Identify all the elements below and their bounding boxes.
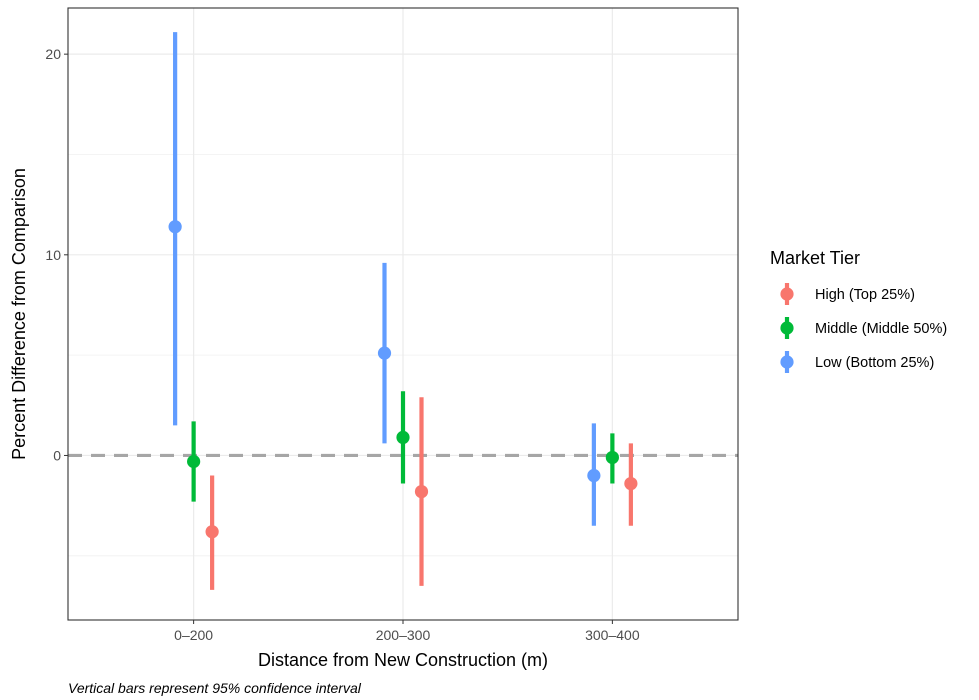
series-high [205, 397, 638, 590]
y-tick-label: 10 [45, 247, 61, 263]
point [377, 346, 392, 360]
legend-key-point [780, 287, 794, 301]
x-tick-label: 300–400 [585, 627, 640, 643]
legend-key-point [780, 321, 794, 335]
point [605, 450, 619, 465]
x-tick-label: 200–300 [376, 627, 431, 643]
point [587, 468, 601, 483]
point [187, 454, 201, 469]
legend: Market Tier High (Top 25%) Middle (Middle… [770, 248, 947, 373]
legend-key [780, 317, 794, 339]
point [168, 220, 182, 234]
legend-key-point [780, 355, 794, 369]
legend-title: Market Tier [770, 248, 860, 268]
point [205, 525, 219, 539]
grid [68, 8, 738, 620]
y-tick-label: 20 [45, 46, 61, 62]
legend-key [780, 351, 794, 373]
y-axis: 0 10 20 [45, 46, 68, 463]
x-axis-title: Distance from New Construction (m) [258, 650, 548, 670]
legend-key [780, 283, 794, 305]
caption: Vertical bars represent 95% confidence i… [68, 680, 362, 696]
point [396, 430, 410, 445]
x-tick-label: 0–200 [174, 627, 213, 643]
legend-label: Low (Bottom 25%) [815, 355, 934, 371]
point [414, 484, 429, 499]
x-axis: 0–200 200–300 300–400 [174, 620, 640, 643]
point [624, 476, 638, 491]
data-marks [168, 32, 638, 590]
series-low [168, 32, 601, 526]
legend-label: High (Top 25%) [815, 287, 915, 303]
y-tick-label: 0 [53, 447, 61, 463]
series-middle [187, 391, 619, 502]
y-axis-title: Percent Difference from Comparison [9, 168, 29, 460]
legend-label: Middle (Middle 50%) [815, 321, 947, 337]
